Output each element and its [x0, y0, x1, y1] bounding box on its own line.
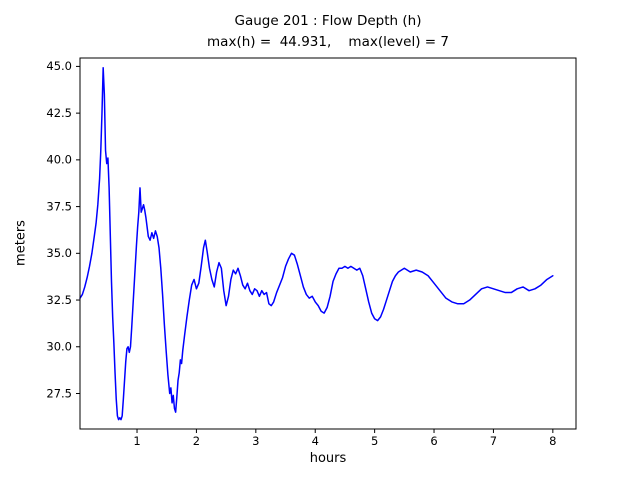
x-tick-label: 7 — [490, 434, 497, 448]
x-tick-label: 6 — [430, 434, 437, 448]
x-tick-label: 4 — [312, 434, 319, 448]
y-tick-label: 40.0 — [46, 153, 72, 167]
x-tick-label: 8 — [549, 434, 556, 448]
y-tick-label: 45.0 — [46, 59, 72, 73]
line-series — [79, 66, 554, 421]
y-tick-label: 30.0 — [46, 340, 72, 354]
y-tick-label: 35.0 — [46, 246, 72, 260]
y-axis-label: meters — [13, 220, 29, 266]
x-axis-label: hours — [309, 451, 347, 466]
x-tick-label: 5 — [371, 434, 378, 448]
x-tick-label: 3 — [252, 434, 259, 448]
chart-subtitle: max(h) = 44.931, max(level) = 7 — [207, 34, 449, 50]
y-tick-label: 42.5 — [46, 106, 72, 120]
x-tick-label: 2 — [193, 434, 200, 448]
y-tick-label: 32.5 — [46, 293, 72, 307]
y-tick-label: 27.5 — [46, 386, 72, 400]
y-tick-label: 37.5 — [46, 199, 72, 213]
axes-spines — [79, 57, 577, 430]
chart-title: Gauge 201 : Flow Depth (h) — [234, 13, 422, 29]
x-tick-label: 1 — [133, 434, 140, 448]
